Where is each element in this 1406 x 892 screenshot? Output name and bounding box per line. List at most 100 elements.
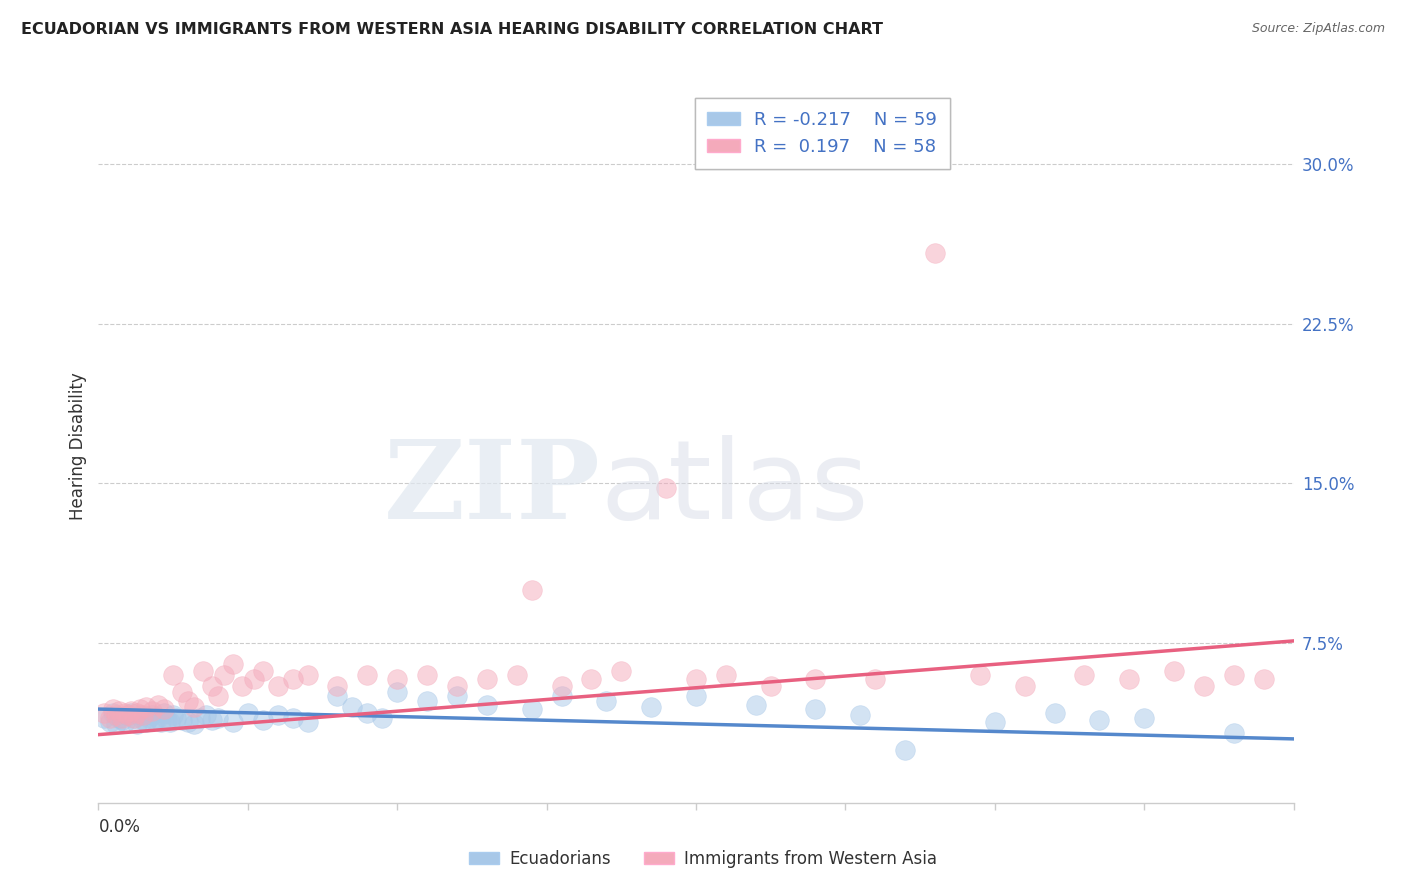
Point (162, 668, 184, 682)
Text: ECUADORIAN VS IMMIGRANTS FROM WESTERN ASIA HEARING DISABILITY CORRELATION CHART: ECUADORIAN VS IMMIGRANTS FROM WESTERN AS… (21, 22, 883, 37)
Point (183, 700, 205, 714)
Point (212, 668, 235, 682)
Point (342, 700, 364, 714)
Point (188, 710, 211, 724)
Point (177, 693, 200, 707)
Point (222, 714, 245, 729)
Point (183, 717, 205, 731)
Point (983, 714, 1005, 729)
Point (153, 702, 176, 716)
Text: atlas: atlas (600, 435, 869, 542)
Point (141, 708, 163, 723)
Point (135, 700, 157, 714)
Point (127, 717, 149, 731)
Point (1163, 664, 1185, 678)
Point (297, 714, 319, 729)
Point (385, 685, 409, 699)
Point (610, 664, 633, 678)
Point (446, 690, 468, 704)
Text: Source: ZipAtlas.com: Source: ZipAtlas.com (1251, 22, 1385, 36)
Point (1223, 668, 1246, 682)
Point (194, 708, 218, 723)
Point (595, 693, 617, 707)
Point (129, 702, 152, 716)
Point (148, 698, 170, 712)
Point (1223, 725, 1246, 739)
Point (117, 708, 139, 723)
Point (127, 706, 149, 721)
Point (98, 714, 122, 729)
Point (281, 672, 304, 686)
Point (124, 710, 146, 724)
Point (98, 710, 122, 724)
Point (207, 710, 229, 724)
Point (640, 700, 662, 714)
Text: 0.0%: 0.0% (98, 819, 141, 837)
Point (114, 706, 136, 721)
Point (924, 246, 946, 260)
Point (132, 708, 155, 723)
Point (108, 704, 131, 718)
Point (356, 706, 378, 721)
Point (745, 698, 768, 712)
Legend: R = -0.217    N = 59, R =  0.197    N = 58: R = -0.217 N = 59, R = 0.197 N = 58 (695, 98, 950, 169)
Point (1073, 668, 1095, 682)
Point (714, 668, 737, 682)
Point (252, 713, 274, 727)
Point (172, 713, 194, 727)
Point (162, 708, 184, 723)
Point (371, 710, 394, 724)
Point (520, 702, 543, 716)
Point (201, 679, 224, 693)
Point (93, 710, 115, 724)
Point (326, 679, 349, 693)
Point (1253, 672, 1275, 686)
Point (759, 679, 782, 693)
Point (172, 685, 194, 699)
Point (1192, 679, 1215, 693)
Point (124, 710, 146, 724)
Point (150, 714, 173, 729)
Point (326, 690, 349, 704)
Point (243, 672, 266, 686)
Point (135, 714, 157, 729)
Legend: Ecuadorians, Immigrants from Western Asia: Ecuadorians, Immigrants from Western Asi… (463, 844, 943, 875)
Point (114, 714, 136, 729)
Point (1088, 713, 1111, 727)
Point (849, 708, 872, 723)
Point (520, 582, 543, 597)
Point (550, 690, 572, 704)
Point (416, 668, 439, 682)
Point (804, 702, 827, 716)
Point (894, 742, 917, 756)
Point (93, 706, 115, 721)
Point (356, 668, 378, 682)
Point (120, 706, 142, 721)
Point (969, 668, 991, 682)
Point (297, 668, 319, 682)
Point (103, 702, 125, 716)
Point (222, 657, 245, 672)
Point (120, 704, 142, 718)
Point (475, 698, 498, 712)
Point (550, 679, 572, 693)
Point (129, 708, 152, 723)
Point (108, 710, 131, 724)
Point (1014, 679, 1036, 693)
Point (416, 693, 439, 707)
Point (143, 713, 166, 727)
Point (252, 664, 274, 678)
Point (148, 710, 170, 724)
Point (177, 714, 200, 729)
Point (446, 679, 468, 693)
Point (685, 672, 707, 686)
Point (1133, 710, 1156, 724)
Point (111, 710, 134, 724)
Point (281, 710, 304, 724)
Point (165, 710, 187, 724)
Point (655, 481, 678, 495)
Point (191, 664, 214, 678)
Point (105, 717, 128, 731)
Point (267, 708, 290, 723)
Point (231, 679, 253, 693)
